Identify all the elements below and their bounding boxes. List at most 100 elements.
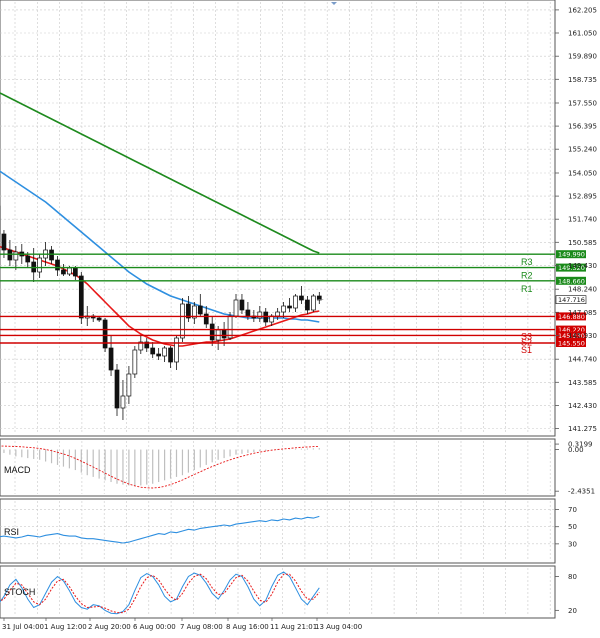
y-tick-label: 141.275 — [568, 425, 597, 433]
candle-body — [233, 299, 239, 317]
candle-body — [257, 311, 263, 319]
y-tick-label: 159.890 — [568, 53, 597, 61]
candle-body — [114, 369, 120, 409]
x-tick-label: 8 Aug 16:00 — [226, 623, 269, 631]
level-price-tag — [556, 339, 586, 347]
level-price-label: 149.990 — [558, 251, 585, 259]
y-tick-label: 155.240 — [568, 146, 597, 154]
y-tick-label: 161.050 — [568, 30, 597, 38]
level-name: R3 — [521, 257, 533, 267]
macd-y-tick-label: 0.00 — [568, 446, 584, 454]
candle-body — [49, 249, 54, 261]
rsi-y-tick-label: 50 — [568, 523, 577, 531]
level-price-label: 148.660 — [558, 277, 585, 285]
candle-body — [61, 269, 66, 275]
current-price-tag — [555, 295, 587, 304]
candle-body — [287, 305, 292, 309]
level-price-tag — [556, 325, 586, 334]
y-tick-label: 148.240 — [568, 286, 597, 294]
rsi-line — [0, 515, 320, 544]
x-tick-label: 13 Aug 04:00 — [315, 623, 362, 631]
candle-body — [7, 249, 13, 261]
y-tick-label: 143.585 — [568, 379, 597, 387]
level-name: S1 — [521, 345, 532, 355]
rsi-y-tick-label: 70 — [568, 506, 577, 514]
macd-panel — [0, 438, 556, 497]
candle-body — [174, 337, 179, 363]
stoch-y-tick-label: 80 — [568, 573, 577, 581]
candle-body — [144, 341, 150, 349]
candle-body — [180, 303, 185, 339]
candle-body — [186, 303, 191, 319]
candle-body — [168, 347, 173, 363]
x-tick-label: 11 Aug 21:01 — [270, 623, 317, 631]
y-tick-label: 145.930 — [568, 332, 597, 340]
macd-y-tick-label: 0.3199 — [568, 441, 593, 449]
candle-body — [67, 267, 72, 275]
level-price-tag — [556, 312, 586, 321]
candle-body — [156, 353, 161, 357]
candle-body — [120, 395, 126, 409]
candle-body — [203, 313, 209, 325]
x-tick-label: 6 Aug 00:00 — [133, 623, 176, 631]
candle-body — [275, 311, 280, 317]
candle-body — [72, 267, 78, 277]
candle-body — [1, 233, 7, 251]
level-price-label: 146.220 — [558, 326, 585, 334]
candle-body — [281, 305, 286, 313]
y-tick-label: 147.085 — [568, 309, 597, 317]
candle-body — [192, 305, 197, 319]
candle-body — [299, 295, 304, 301]
level-name: R2 — [521, 271, 533, 281]
level-price-tag — [556, 331, 586, 340]
rsi-label: RSI — [4, 527, 19, 537]
macd-label: MACD — [4, 465, 31, 475]
candle-body — [221, 329, 227, 339]
rsi-panel — [0, 498, 556, 564]
candle-body — [132, 349, 138, 375]
y-tick-label: 144.740 — [568, 356, 597, 364]
level-price-label: 149.320 — [558, 264, 585, 272]
y-tick-label: 149.430 — [568, 262, 597, 270]
macd-y-tick-label: -2.4351 — [568, 488, 595, 496]
level-name: R1 — [521, 284, 533, 294]
candle-body — [25, 255, 31, 263]
level-price-tag — [556, 276, 586, 285]
price-panel — [0, 0, 556, 437]
rsi-y-tick-label: 30 — [568, 540, 577, 548]
y-tick-label: 152.895 — [568, 193, 597, 201]
level-price-label: 145.930 — [558, 332, 585, 340]
y-tick-label: 158.735 — [568, 76, 597, 84]
y-tick-label: 142.430 — [568, 402, 597, 410]
stoch-panel — [0, 565, 556, 619]
candle-body — [162, 347, 167, 357]
level-price-tag — [556, 250, 586, 259]
candle-body — [96, 317, 102, 321]
candle-body — [150, 347, 156, 355]
y-tick-label: 151.740 — [568, 216, 597, 224]
x-tick-label: 31 Jul 04:00 — [2, 623, 44, 631]
candle-body — [37, 257, 43, 273]
candle-body — [209, 323, 215, 341]
candle-body — [78, 275, 84, 319]
x-tick-label: 7 Aug 08:00 — [180, 623, 223, 631]
stoch-y-tick-label: 20 — [568, 607, 577, 615]
x-tick-label: 2 Aug 20:00 — [88, 623, 131, 631]
candle-body — [126, 373, 132, 397]
macd-signal-line — [0, 445, 320, 489]
stoch-main-line — [0, 571, 320, 615]
candle-body — [108, 347, 114, 371]
candle-body — [197, 305, 203, 315]
level-price-label: 146.880 — [558, 313, 585, 321]
level-price-tag — [556, 263, 586, 272]
scroll-marker-icon[interactable] — [331, 2, 337, 5]
candle-body — [316, 295, 322, 301]
y-tick-label: 157.550 — [568, 100, 597, 108]
level-price-label: 145.550 — [558, 340, 585, 348]
candle-body — [13, 251, 19, 261]
candle-body — [239, 299, 245, 311]
y-tick-label: 156.395 — [568, 123, 597, 131]
candle-body — [293, 295, 298, 309]
candle-body — [245, 309, 251, 317]
